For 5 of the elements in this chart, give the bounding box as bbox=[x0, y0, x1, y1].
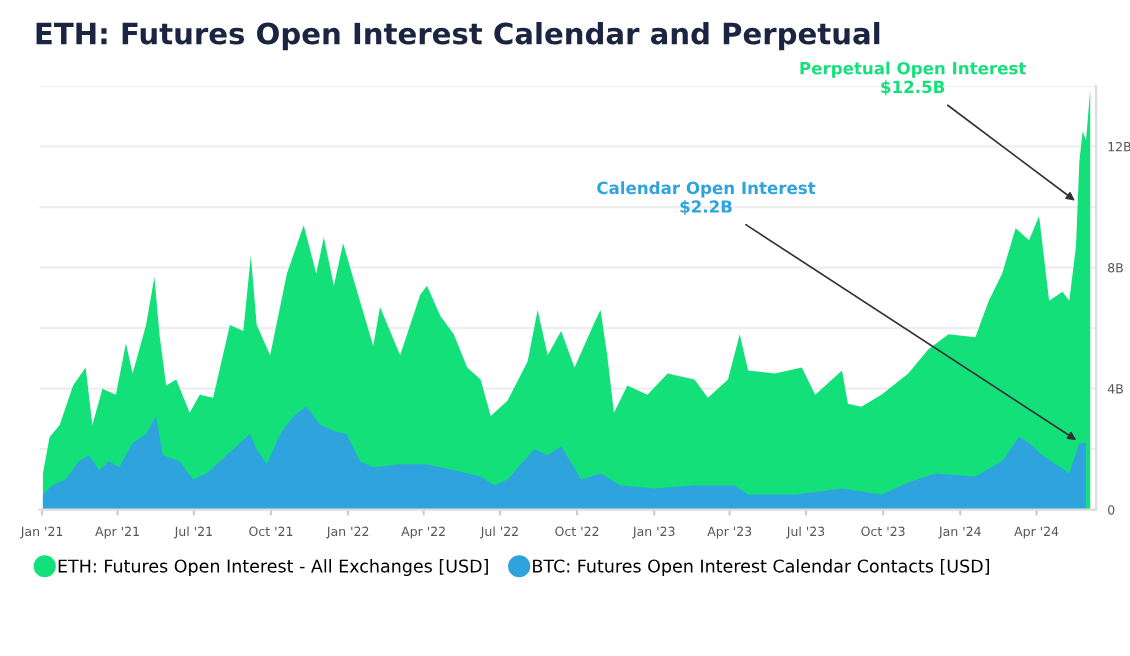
legend-label: ETH: Futures Open Interest - All Exchanges [USD] bbox=[58, 559, 488, 577]
chart-title: ETH: Futures Open Interest Calendar and Perpetual bbox=[36, 21, 880, 51]
annotation: Perpetual Open Interest $12.5B bbox=[800, 61, 1026, 96]
annotation: Calendar Open Interest $2.2B bbox=[597, 181, 816, 216]
legend-label: BTC: Futures Open Interest Calendar Contacts [USD] bbox=[533, 559, 989, 577]
